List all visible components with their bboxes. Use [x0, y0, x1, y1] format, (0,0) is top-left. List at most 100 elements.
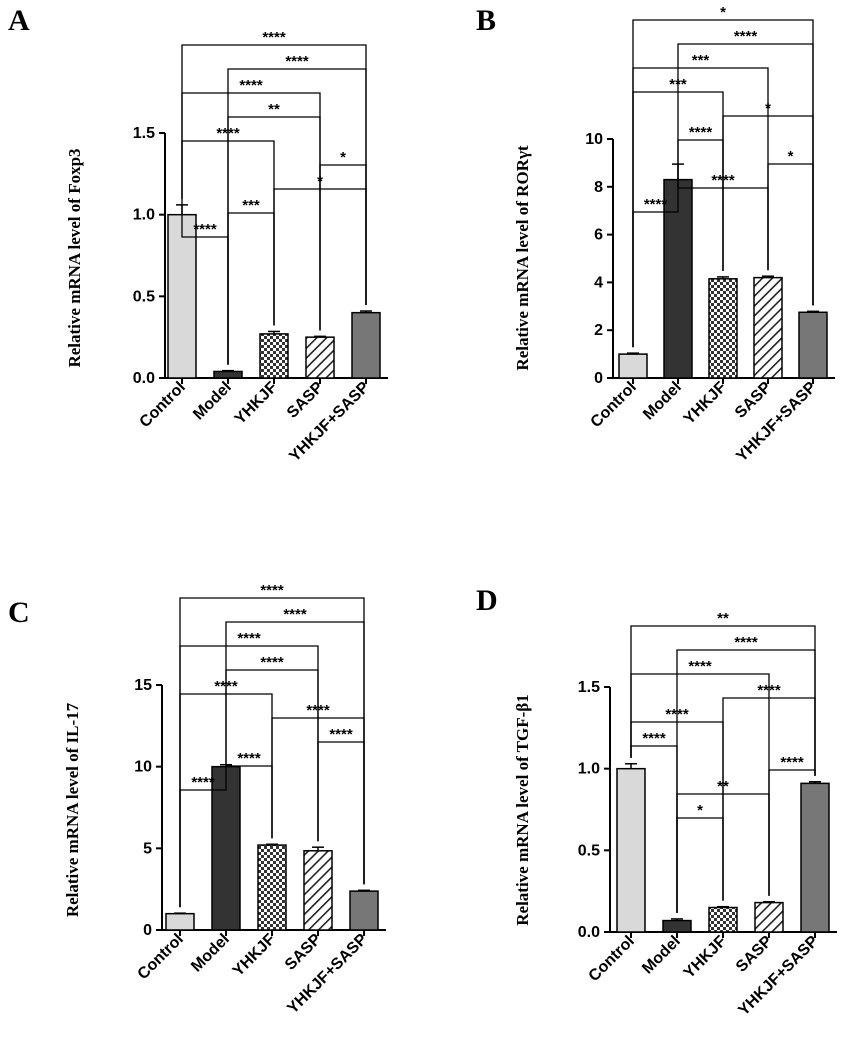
y-tick-label: 1.0 [578, 761, 600, 778]
significance-label: **** [642, 730, 666, 747]
y-tick-label: 4 [594, 274, 603, 291]
y-tick-label: 0 [143, 922, 152, 939]
bar-model [211, 765, 241, 931]
category-label: YHKJF+SASP [286, 379, 373, 466]
bar-yhkjf [708, 906, 738, 933]
y-tick-label: 0 [594, 370, 603, 387]
y-tick-label: 10 [585, 131, 603, 148]
significance-label: *** [242, 197, 260, 214]
y-axis-label: Relative mRNA level of Foxp3 [65, 148, 84, 367]
category-label: YHKJF [681, 933, 730, 982]
category-label: Model [188, 931, 233, 976]
category-label: SASP [732, 379, 775, 422]
significance-label: * [788, 148, 794, 165]
significance-label: * [720, 4, 726, 21]
significance-label: **** [644, 196, 668, 213]
significance-label: **** [262, 29, 286, 46]
significance-label: **** [237, 630, 261, 647]
significance-label: **** [734, 634, 758, 651]
significance-bracket [630, 625, 816, 776]
significance-bracket [179, 597, 365, 908]
y-axis-label: Relative mRNA level of IL-17 [63, 702, 82, 917]
significance-bracket [677, 43, 814, 306]
bar-yhkjf [257, 844, 287, 931]
bar-sasp [754, 901, 784, 933]
category-label: Model [190, 379, 235, 424]
y-axis-label: Relative mRNA level of TGF-β1 [513, 694, 532, 925]
significance-label: **** [285, 53, 309, 70]
y-tick-label: 1.5 [133, 125, 155, 142]
y-tick-label: 10 [134, 759, 152, 776]
significance-label: **** [734, 28, 758, 45]
category-label: YHKJF+SASP [284, 931, 371, 1018]
bar-yhkjf [259, 333, 289, 379]
bar-sasp [753, 276, 783, 379]
bar-sasp [303, 850, 333, 931]
y-tick-label: 0.5 [133, 288, 155, 305]
panel-letter: C [8, 596, 30, 629]
significance-bracket [676, 649, 816, 913]
panel-d: D 0.0 0.5 1.0 1.5 Relative mRNA level of TGF-… [476, 584, 837, 1019]
panel-letter: A [8, 4, 30, 37]
bar-yhkjf+sasp [800, 782, 830, 933]
significance-label: **** [191, 774, 215, 791]
significance-label: * [340, 149, 346, 166]
category-label: YHKJF+SASP [733, 379, 820, 466]
significance-label: **** [260, 582, 284, 599]
significance-label: **** [237, 750, 261, 767]
bar-control [167, 213, 197, 379]
bar-yhkjf+sasp [349, 890, 379, 931]
bar-yhkjf+sasp [798, 311, 828, 379]
bar-control [618, 353, 648, 379]
significance-bracket [630, 673, 770, 896]
significance-label: ** [268, 101, 280, 118]
category-label: YHKJF [232, 379, 281, 428]
bar-yhkjf [708, 278, 738, 379]
category-label: Model [640, 379, 685, 424]
category-label: SASP [284, 379, 327, 422]
category-label: SASP [282, 931, 325, 974]
bar-sasp [305, 336, 335, 379]
category-label: YHKJF [230, 931, 279, 980]
bar-control [165, 912, 195, 931]
significance-label: * [697, 802, 703, 819]
y-tick-label: 2 [594, 322, 603, 339]
y-tick-label: 1.5 [578, 679, 600, 696]
significance-bracket [676, 817, 724, 913]
significance-bracket [319, 164, 367, 331]
significance-label: ** [717, 610, 729, 627]
significance-label: **** [283, 606, 307, 623]
bar-model [662, 919, 692, 933]
significance-label: **** [780, 754, 804, 771]
significance-label: **** [193, 221, 217, 238]
y-tick-label: 1.0 [133, 207, 155, 224]
y-tick-label: 0.5 [578, 842, 600, 859]
bar-yhkjf+sasp [351, 311, 381, 379]
significance-label: **** [689, 124, 713, 141]
panel-a: A 0.0 0.5 1.0 1.5 Relative mRNA level of Foxp… [8, 4, 388, 465]
bar-control [616, 767, 646, 933]
bar-model [663, 178, 693, 379]
y-tick-label: 0.0 [578, 924, 600, 941]
significance-bracket [227, 68, 367, 365]
panel-letter: D [476, 584, 498, 617]
y-tick-label: 0.0 [133, 370, 155, 387]
panels-group: A 0.0 0.5 1.0 1.5 Relative mRNA level of Foxp… [8, 4, 837, 1019]
significance-label: **** [688, 658, 712, 675]
y-tick-label: 6 [594, 227, 603, 244]
significance-label: **** [239, 77, 263, 94]
y-tick-label: 15 [134, 677, 152, 694]
category-label: SASP [733, 933, 776, 976]
y-tick-label: 5 [143, 840, 152, 857]
significance-bracket [181, 44, 367, 306]
significance-label: *** [692, 52, 710, 69]
category-label: Model [639, 933, 684, 978]
category-label: YHKJF+SASP [735, 933, 822, 1020]
y-axis-label: Relative mRNA level of RORγt [513, 145, 532, 370]
significance-bracket [632, 19, 814, 348]
significance-label: **** [260, 654, 284, 671]
y-tick-label: 8 [594, 179, 603, 196]
